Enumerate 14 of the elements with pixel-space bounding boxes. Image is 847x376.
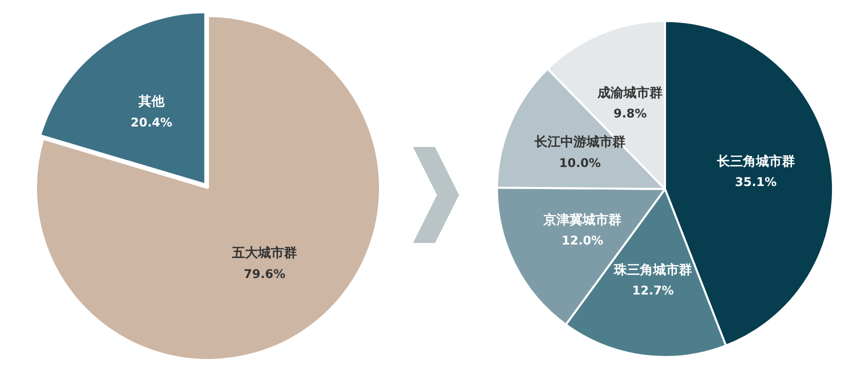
slice-label: 珠三角城市群 [613,262,692,278]
slice-label: 成渝城市群 [596,84,663,101]
slice-label: 京津冀城市群 [542,212,622,228]
data-label: 10.0% [559,156,601,170]
slice-label: 长江中游城市群 [533,134,626,150]
data-label: 12.7% [632,284,674,298]
slice-label: 长三角城市群 [716,153,795,170]
slice-label: 五大城市群 [231,245,298,262]
data-label: 9.8% [614,106,647,121]
slice-label: 其他 [137,94,166,110]
data-label: 20.4% [130,115,172,130]
data-label: 79.6% [244,266,286,281]
data-label: 12.0% [562,234,604,248]
data-label: 35.1% [734,175,777,190]
